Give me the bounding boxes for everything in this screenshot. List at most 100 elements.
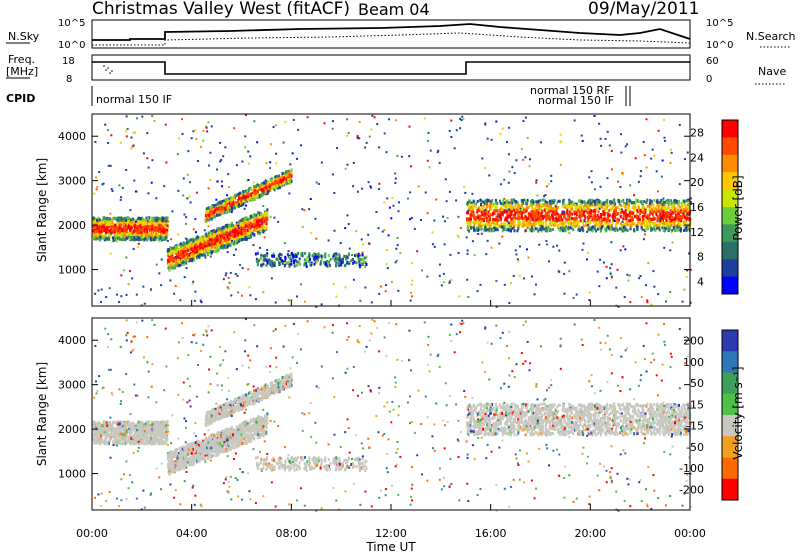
power-cell <box>194 249 197 253</box>
power-noise-cell <box>459 227 462 230</box>
power-cell <box>161 218 164 222</box>
power-cell <box>175 244 178 248</box>
power-cell <box>678 214 681 218</box>
power-cell <box>341 258 344 262</box>
power-cell <box>676 217 679 221</box>
power-cell <box>652 225 655 229</box>
power-cell <box>132 219 135 223</box>
power-cell <box>244 189 247 193</box>
power-cell <box>541 198 544 202</box>
power-cell <box>238 236 241 240</box>
power-cell <box>245 221 248 225</box>
power-cell <box>577 208 580 212</box>
power-cell <box>353 260 356 264</box>
power-cell <box>146 231 149 235</box>
power-noise-cell <box>266 248 269 251</box>
power-noise-cell <box>563 261 566 264</box>
power-cell <box>257 186 260 190</box>
power-cell <box>185 251 188 255</box>
power-cell <box>500 218 503 222</box>
power-noise-cell <box>94 141 97 144</box>
power-noise-cell <box>361 187 364 190</box>
power-cell <box>211 209 214 213</box>
power-cell <box>661 212 664 216</box>
power-noise-cell <box>610 263 613 266</box>
power-cell <box>504 225 507 229</box>
power-cell <box>566 211 569 215</box>
power-cell <box>579 216 582 220</box>
power-cell <box>682 208 685 212</box>
power-cell <box>562 200 565 204</box>
power-cell <box>558 213 561 217</box>
power-cell <box>189 247 192 251</box>
power-cell <box>122 226 125 230</box>
power-cell <box>540 229 543 233</box>
power-cell <box>679 229 682 233</box>
power-cell <box>183 252 186 256</box>
power-cell <box>637 204 640 208</box>
power-cell <box>137 221 140 225</box>
power-cell <box>501 211 504 215</box>
power-cell <box>479 217 482 221</box>
power-cell <box>558 218 561 222</box>
power-noise-cell <box>370 301 373 304</box>
power-cell <box>280 253 283 257</box>
power-cell <box>475 227 478 231</box>
power-noise-cell <box>100 288 103 291</box>
power-cell <box>257 259 260 263</box>
power-noise-cell <box>663 136 666 139</box>
power-cell <box>246 217 249 221</box>
power-cell <box>664 200 667 204</box>
power-cell <box>510 213 513 217</box>
power-cell <box>282 176 285 180</box>
power-cell <box>281 172 284 176</box>
power-cell <box>578 204 581 208</box>
power-cell <box>146 238 149 242</box>
power-cell <box>580 226 583 230</box>
power-cell <box>294 253 297 257</box>
power-cell <box>150 238 153 242</box>
power-cell <box>502 202 505 206</box>
power-cell <box>485 222 488 226</box>
power-noise-cell <box>121 187 124 190</box>
date-label: 09/May/2011 <box>588 0 700 19</box>
power-noise-cell <box>681 300 684 303</box>
power-cell <box>209 235 212 239</box>
power-cell <box>275 179 278 183</box>
power-cell <box>267 189 270 193</box>
power-noise-cell <box>107 141 110 144</box>
power-cell <box>125 222 128 226</box>
power-cell <box>290 168 293 172</box>
power-cell <box>473 228 476 232</box>
power-cell <box>603 201 606 205</box>
power-noise-cell <box>586 258 589 261</box>
power-cell <box>677 211 680 215</box>
power-cell <box>572 228 575 232</box>
power-noise-cell <box>506 141 509 144</box>
freq-label: Freq. <box>8 53 35 66</box>
power-noise-cell <box>277 220 280 223</box>
power-cell <box>568 213 571 217</box>
power-cell <box>121 234 124 238</box>
power-cell <box>616 221 619 225</box>
power-cell <box>242 197 245 201</box>
power-cell <box>613 228 616 232</box>
power-cell <box>566 208 569 212</box>
power-noise-cell <box>686 151 689 154</box>
power-cell <box>198 236 201 240</box>
power-cell <box>160 237 163 241</box>
power-cell <box>226 202 229 206</box>
power-cell <box>140 233 143 237</box>
power-cell <box>228 209 231 213</box>
power-cell <box>258 211 261 215</box>
power-noise-cell <box>610 150 613 153</box>
power-cell <box>522 210 525 214</box>
power-cell <box>685 229 688 233</box>
power-cell <box>195 243 198 247</box>
power-cell <box>476 199 479 203</box>
power-noise-cell <box>264 179 267 182</box>
power-cell <box>598 224 601 228</box>
power-noise-cell <box>195 137 198 140</box>
power-cell <box>492 221 495 225</box>
power-noise-cell <box>642 140 645 143</box>
